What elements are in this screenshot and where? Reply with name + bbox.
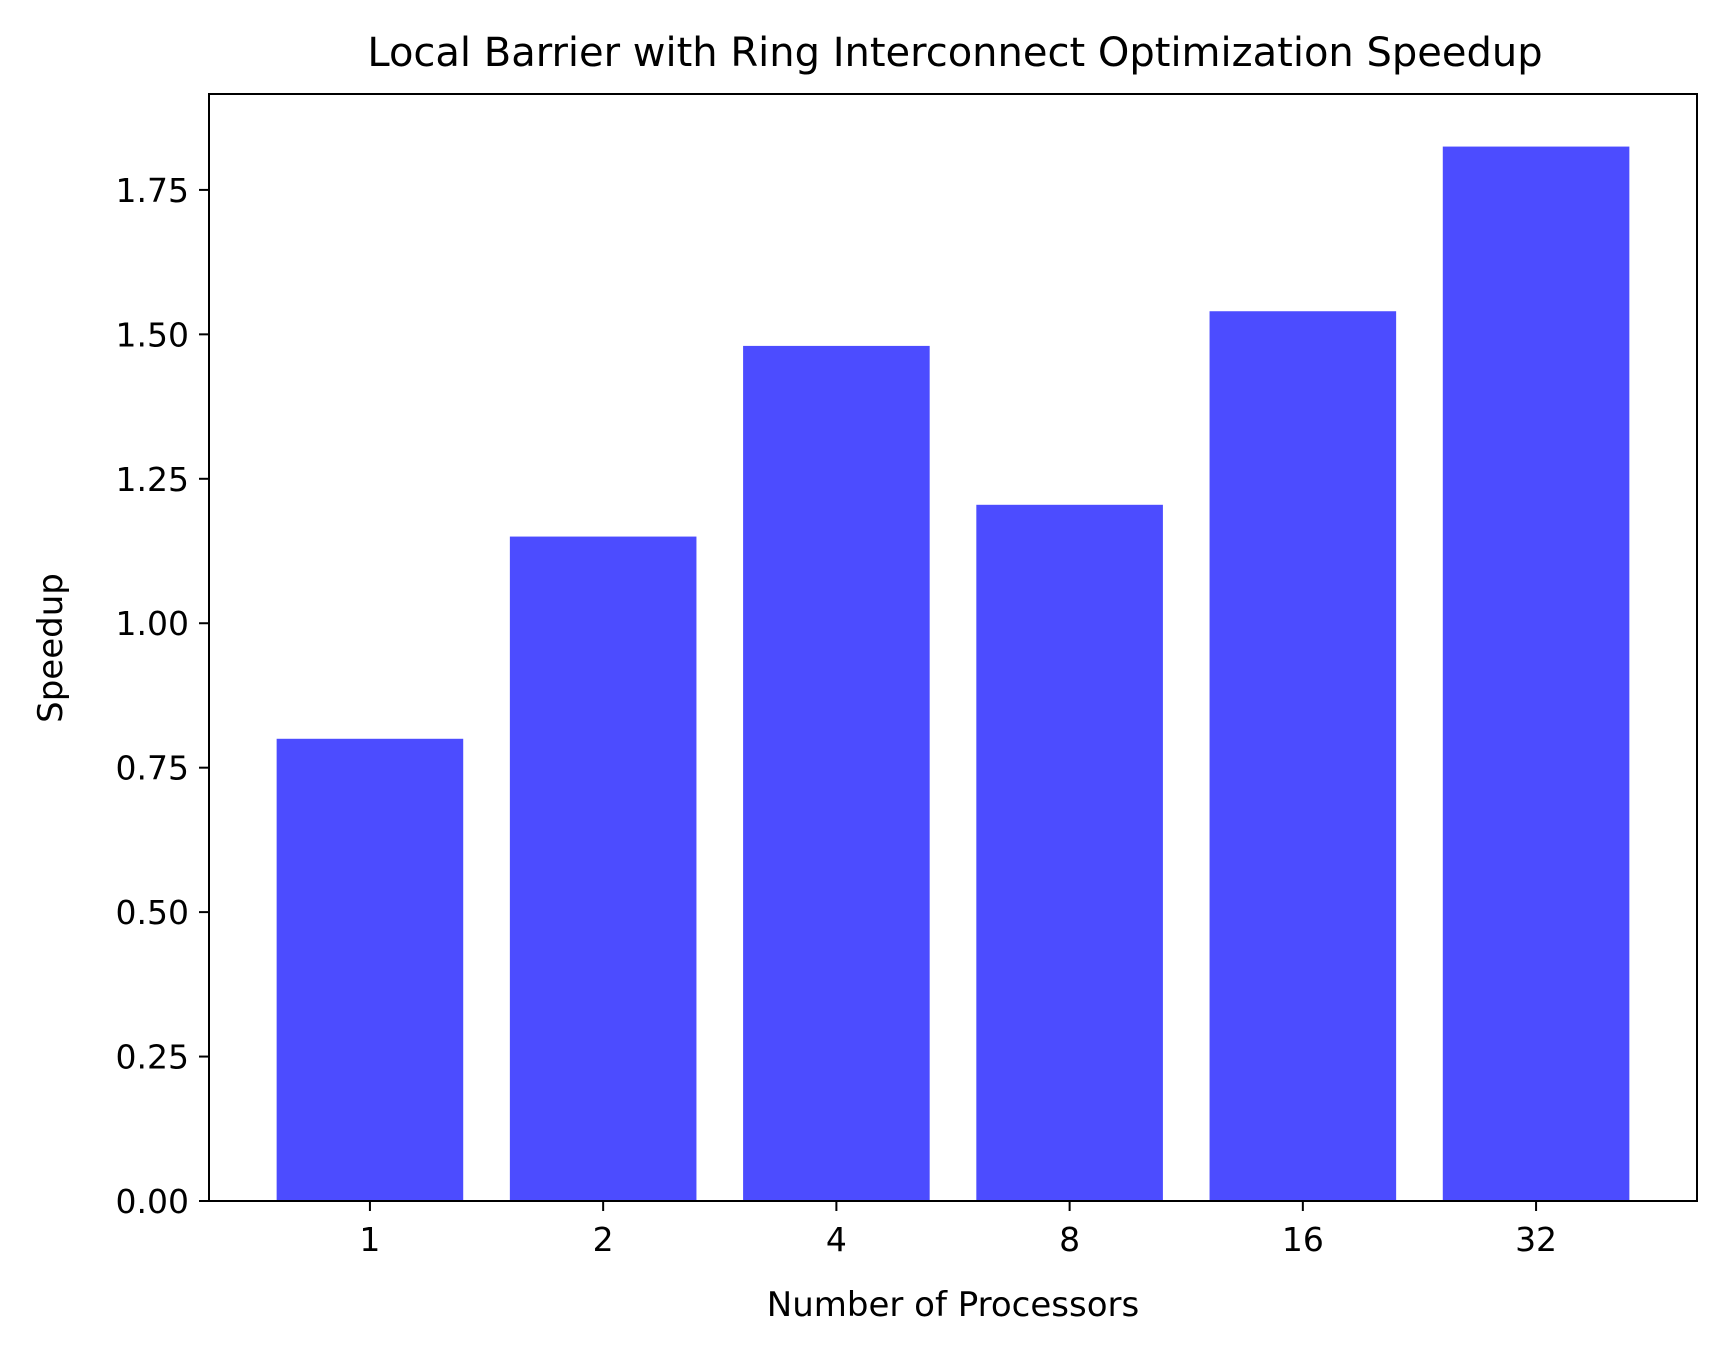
y-tick-label: 1.00	[116, 604, 189, 643]
y-tick-label: 1.75	[116, 171, 189, 210]
y-tick-label: 0.50	[116, 893, 189, 932]
y-axis-ticks: 0.00 0.25 0.50 0.75 1.00 1.25 1.50 1.75	[116, 171, 209, 1221]
plot-frame	[208, 93, 1698, 1202]
bar-8	[976, 504, 1163, 1201]
x-tick-label: 2	[593, 1220, 614, 1259]
y-tick-label: 1.50	[116, 315, 189, 354]
y-tick-label: 0.00	[116, 1182, 189, 1221]
chart-title: Local Barrier with Ring Interconnect Opt…	[367, 30, 1542, 76]
x-tick-label: 4	[826, 1220, 847, 1259]
bar-2	[509, 536, 697, 1201]
y-tick-label: 0.75	[116, 749, 189, 788]
x-tick-label: 32	[1515, 1220, 1557, 1259]
y-axis-label: Speedup	[31, 573, 71, 723]
y-tick-label: 0.25	[116, 1038, 189, 1077]
x-tick-label: 16	[1282, 1220, 1324, 1259]
bar-1	[276, 738, 464, 1201]
x-tick-label: 8	[1059, 1220, 1080, 1259]
bar-32	[1442, 146, 1630, 1202]
x-tick-label: 1	[359, 1220, 380, 1259]
x-axis-label: Number of Processors	[767, 1285, 1139, 1325]
bar-16	[1209, 311, 1397, 1201]
bars-layer	[276, 146, 1630, 1202]
x-axis-ticks: 1 2 4 8 16 32	[359, 1201, 1557, 1259]
y-tick-label: 1.25	[116, 460, 189, 499]
bar-4	[743, 345, 930, 1201]
